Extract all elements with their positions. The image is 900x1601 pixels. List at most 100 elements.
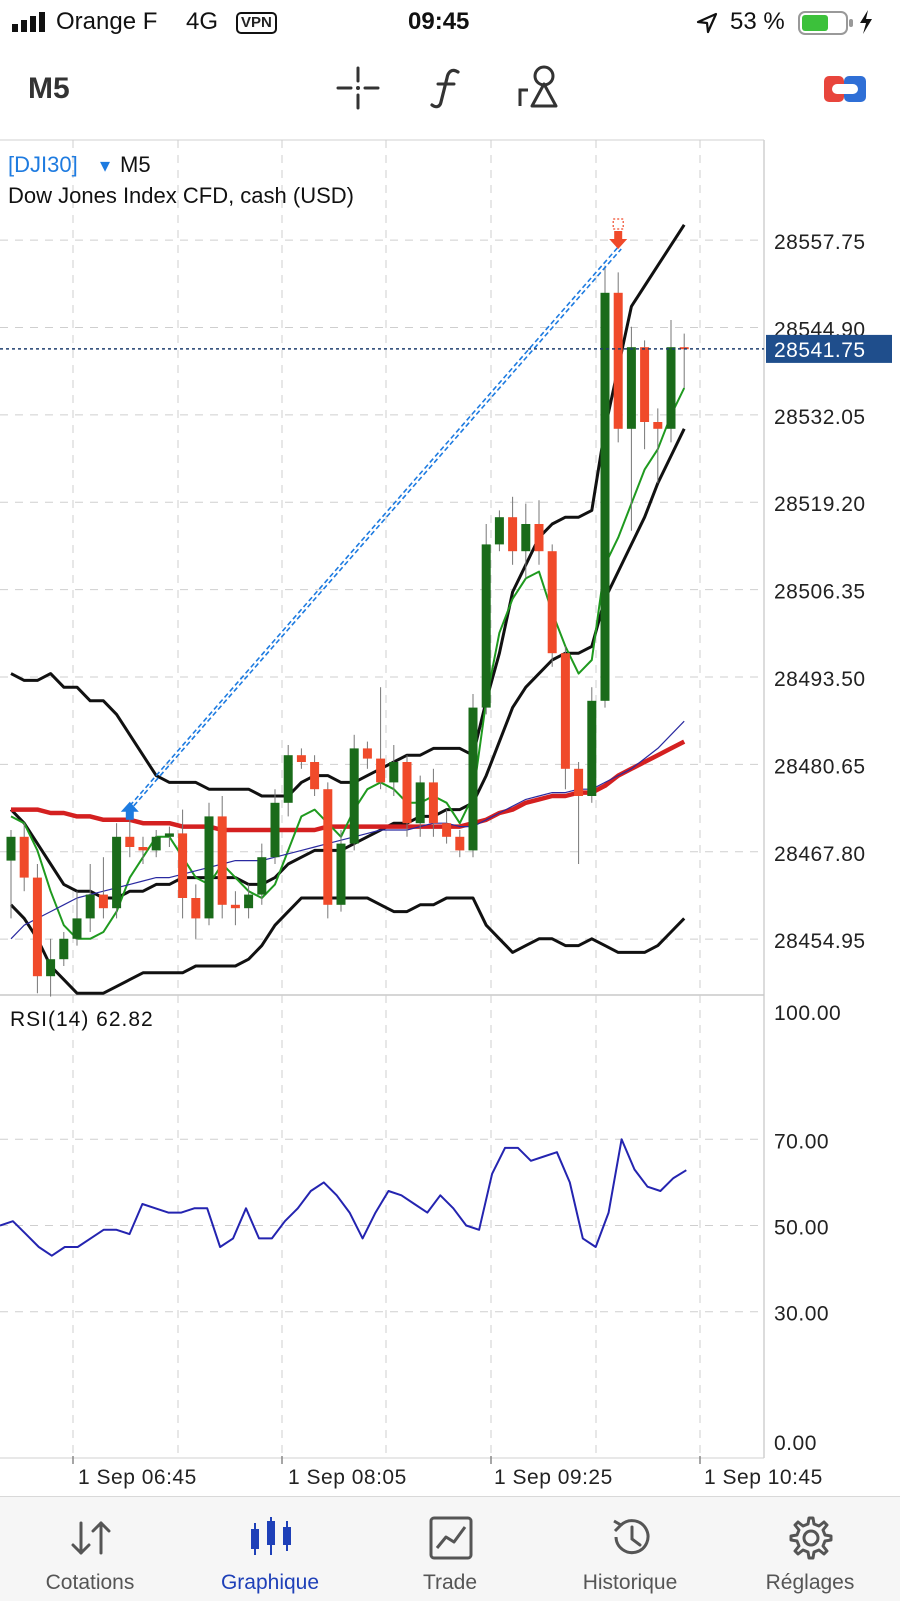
- candle-body: [230, 904, 240, 909]
- candle-body: [178, 833, 188, 898]
- candle-body: [59, 938, 69, 960]
- trade-connector-line: [133, 248, 622, 807]
- price-tick-label: 28467.80: [774, 843, 866, 866]
- candle-body: [296, 755, 306, 762]
- candle-body: [217, 816, 227, 905]
- candle-body: [244, 894, 254, 909]
- rsi-tick-label: 50.00: [774, 1217, 829, 1240]
- candle-body: [402, 762, 412, 824]
- trade-connector-line: [129, 246, 619, 807]
- sell-marker-box: [612, 218, 624, 230]
- candle-body: [257, 857, 267, 895]
- time-tick-label: 1 Sep 06:45: [78, 1466, 197, 1489]
- candle-body: [481, 544, 491, 708]
- location-arrow-icon: [696, 12, 718, 34]
- current-price-badge: [766, 334, 892, 363]
- current-price-label: 28541.75: [774, 339, 866, 362]
- rsi-tick-label: 100.00: [774, 1002, 841, 1025]
- candle-body: [125, 836, 135, 847]
- carrier-name: Orange F: [56, 8, 158, 35]
- candle-body: [508, 517, 518, 552]
- series-line-ma_fast: [10, 387, 686, 940]
- candle-body: [468, 707, 478, 851]
- tab-reglages[interactable]: Réglages: [720, 1497, 900, 1601]
- quotes-arrows-icon: [71, 1521, 111, 1555]
- candle-body: [415, 782, 425, 824]
- account-toggle-icon[interactable]: [822, 72, 868, 106]
- time-tick-label: 1 Sep 09:25: [494, 1466, 613, 1489]
- rsi-label: RSI(14) 62.82: [10, 1008, 154, 1031]
- candle-body: [191, 898, 201, 919]
- candle-body: [32, 877, 42, 977]
- symbol-dropdown-glyph[interactable]: ▾: [100, 155, 110, 177]
- timeframe-button[interactable]: M5: [28, 72, 70, 105]
- candle-body: [204, 816, 214, 919]
- tab-graphique[interactable]: Graphique: [180, 1497, 360, 1601]
- candle-body: [613, 292, 623, 429]
- candle-body: [19, 836, 29, 878]
- trade-chart-icon: [429, 1516, 473, 1560]
- price-tick-label: 28557.75: [774, 231, 866, 254]
- candle-body: [376, 758, 386, 783]
- price-tick-label: 28493.50: [774, 668, 866, 691]
- candle-body: [349, 748, 359, 844]
- chart-timeframe-label: M5: [120, 152, 151, 177]
- candle-body: [310, 762, 320, 790]
- candle-body: [521, 524, 531, 552]
- bottom-tab-bar: Cotations Graphique Trade Historique: [0, 1496, 900, 1601]
- candle-body: [283, 755, 293, 803]
- candle-body: [389, 762, 399, 783]
- candle-body: [270, 802, 280, 858]
- candle-body: [653, 422, 663, 429]
- series-line-ma_slow: [11, 739, 686, 833]
- tab-label: Graphique: [220, 1571, 320, 1594]
- chart-toolbar: M5: [0, 44, 900, 140]
- price-tick-label: 28519.20: [774, 493, 866, 516]
- clock-time: 09:45: [408, 8, 470, 35]
- candle-body: [666, 347, 676, 429]
- price-tick-label: 28506.35: [774, 581, 866, 604]
- time-tick-label: 1 Sep 10:45: [704, 1466, 823, 1489]
- objects-icon[interactable]: [516, 64, 562, 110]
- candle-body: [534, 524, 544, 552]
- price-tick-label: 28532.05: [774, 406, 866, 429]
- vpn-badge: VPN: [236, 12, 277, 34]
- candle-body: [336, 843, 346, 905]
- battery-icon: [798, 11, 853, 35]
- candle-body: [587, 700, 597, 796]
- tab-historique[interactable]: Historique: [540, 1497, 720, 1601]
- series-line-band_upper: [10, 223, 686, 798]
- function-icon[interactable]: [428, 66, 464, 110]
- network-type: 4G: [186, 8, 219, 35]
- candle-body: [560, 653, 570, 769]
- rsi-tick-label: 70.00: [774, 1130, 829, 1153]
- series-line-band_lower: [9, 896, 686, 995]
- battery-percent: 53 %: [730, 8, 785, 35]
- rsi-series-line: [0, 1138, 687, 1257]
- tab-trade[interactable]: Trade: [360, 1497, 540, 1601]
- rsi-plot: [0, 1138, 687, 1257]
- tab-cotations[interactable]: Cotations: [0, 1497, 180, 1601]
- candle-body: [362, 748, 372, 759]
- candle-body: [6, 836, 16, 861]
- chart-axes: 28557.7528544.9028532.0528519.2028506.35…: [72, 231, 892, 1489]
- candle-body: [626, 347, 636, 429]
- candle-body: [85, 894, 95, 919]
- price-tick-label: 28454.95: [774, 930, 866, 953]
- history-clock-icon: [613, 1519, 650, 1555]
- chart-grid: [0, 139, 765, 1459]
- price-tick-label: 28480.65: [774, 755, 866, 778]
- tab-label: Réglages: [765, 1571, 855, 1594]
- charging-bolt-icon: [860, 10, 872, 34]
- candle-body: [494, 517, 504, 545]
- candle-body: [600, 292, 610, 701]
- price-plot: [0, 218, 764, 997]
- signal-icon: [12, 12, 45, 32]
- candle-body: [640, 347, 650, 422]
- rsi-tick-label: 30.00: [774, 1303, 829, 1326]
- crosshair-icon[interactable]: [336, 66, 380, 110]
- tab-label: Trade: [422, 1571, 478, 1594]
- chart-symbol[interactable]: [DJI30]: [8, 152, 78, 177]
- candle-body: [112, 836, 122, 909]
